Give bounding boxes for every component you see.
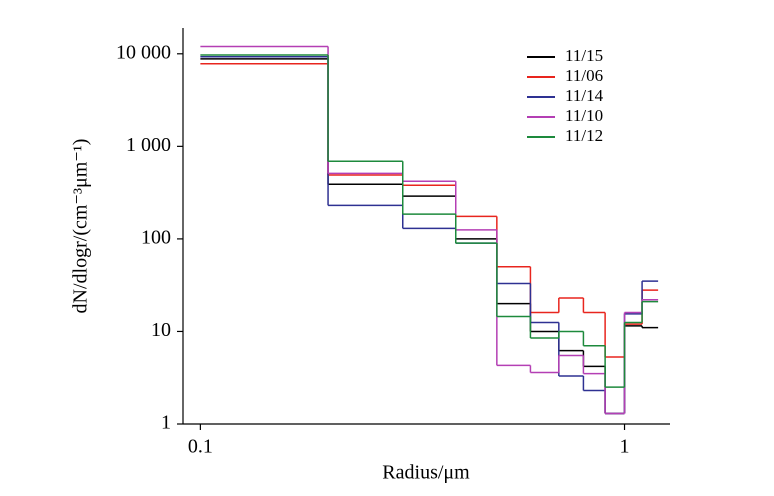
y-axis-label: dN/dlogr/(cm⁻³μm⁻¹) bbox=[70, 139, 92, 314]
x-tick-label: 0.1 bbox=[188, 436, 213, 458]
legend-label: 11/12 bbox=[565, 126, 603, 145]
legend-label: 11/10 bbox=[565, 106, 603, 125]
x-axis-label: Radius/μm bbox=[382, 462, 470, 484]
y-tick-label: 100 bbox=[141, 226, 171, 248]
x-tick-label: 1 bbox=[620, 436, 630, 458]
y-tick-label: 1 000 bbox=[126, 134, 171, 156]
y-tick-label: 1 bbox=[161, 412, 171, 434]
y-tick-label: 10 000 bbox=[116, 41, 171, 63]
legend-label: 11/15 bbox=[565, 46, 603, 65]
legend-label: 11/14 bbox=[565, 86, 604, 105]
legend-label: 11/06 bbox=[565, 66, 603, 85]
y-tick-label: 10 bbox=[151, 319, 171, 341]
